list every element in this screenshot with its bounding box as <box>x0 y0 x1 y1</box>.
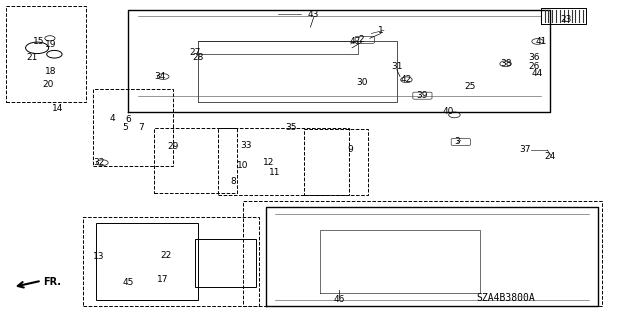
Text: 1: 1 <box>378 26 383 35</box>
Text: 37: 37 <box>519 145 531 154</box>
Text: 19: 19 <box>45 40 57 49</box>
Text: 44: 44 <box>532 69 543 78</box>
Text: 6: 6 <box>125 115 131 124</box>
Text: 45: 45 <box>122 278 134 287</box>
Text: 38: 38 <box>500 59 511 68</box>
Text: 3: 3 <box>455 137 460 146</box>
Text: 24: 24 <box>545 152 556 161</box>
Text: 12: 12 <box>263 158 275 167</box>
Text: 43: 43 <box>308 10 319 19</box>
Text: FR.: FR. <box>44 277 61 287</box>
Text: 20: 20 <box>42 80 54 89</box>
Text: 8: 8 <box>231 177 236 186</box>
Text: 7: 7 <box>138 123 143 132</box>
Text: 4: 4 <box>109 114 115 122</box>
Text: 25: 25 <box>465 82 476 91</box>
Text: 36: 36 <box>529 53 540 62</box>
Text: 17: 17 <box>157 275 169 284</box>
Text: 21: 21 <box>26 53 38 62</box>
Text: 32: 32 <box>93 158 105 167</box>
Text: 10: 10 <box>237 161 249 170</box>
Text: 15: 15 <box>33 37 44 46</box>
Text: 34: 34 <box>154 72 166 81</box>
Text: 23: 23 <box>561 15 572 24</box>
Text: 35: 35 <box>285 123 297 132</box>
Text: 30: 30 <box>356 78 367 87</box>
Text: 5: 5 <box>122 123 127 132</box>
Text: SZA4B3800A: SZA4B3800A <box>477 293 536 303</box>
Text: 46: 46 <box>333 295 345 304</box>
Text: 27: 27 <box>189 48 201 57</box>
Text: 31: 31 <box>391 63 403 71</box>
Text: 42: 42 <box>401 75 412 84</box>
Text: 2: 2 <box>359 35 364 44</box>
Text: 11: 11 <box>269 168 281 177</box>
Text: 40: 40 <box>442 107 454 116</box>
Text: 13: 13 <box>93 252 105 261</box>
Text: 41: 41 <box>535 37 547 46</box>
Text: 26: 26 <box>529 63 540 71</box>
Text: 29: 29 <box>167 142 179 151</box>
Text: 33: 33 <box>241 141 252 150</box>
Text: 9: 9 <box>348 145 353 154</box>
Text: 14: 14 <box>52 104 63 113</box>
Text: 22: 22 <box>161 251 172 260</box>
Text: 47: 47 <box>349 37 361 46</box>
Text: 18: 18 <box>45 67 57 76</box>
Text: 28: 28 <box>193 53 204 62</box>
Text: 39: 39 <box>417 91 428 100</box>
